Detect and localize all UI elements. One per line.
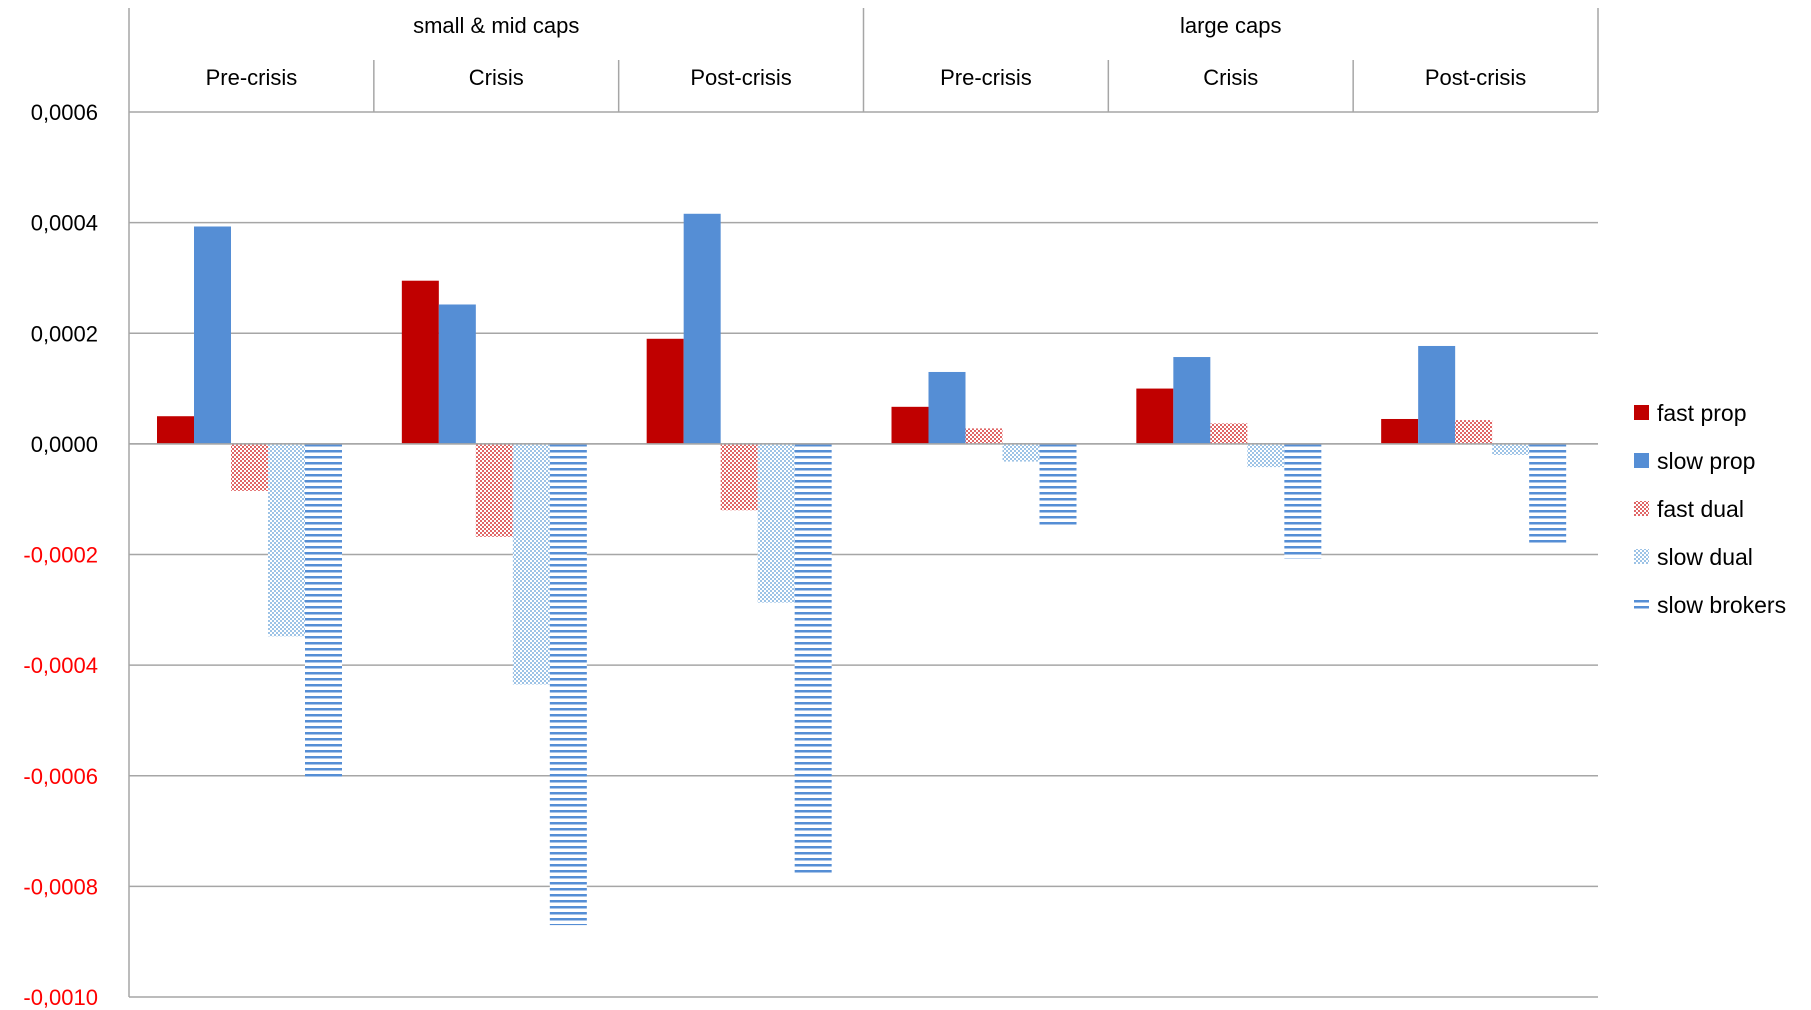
y-tick-label: -0,0010: [23, 985, 98, 1010]
gridlines: [129, 111, 1598, 998]
legend-swatch-fast-dual: [1634, 501, 1649, 516]
bar-slow-brokers: [305, 443, 342, 779]
bar-fast-prop: [646, 338, 684, 444]
period-label: Pre-crisis: [940, 65, 1032, 90]
bar-fast-dual: [475, 443, 513, 537]
bar-fast-dual: [1210, 423, 1248, 444]
y-tick-label: -0,0004: [23, 653, 98, 678]
bar-slow-dual: [1247, 443, 1285, 468]
bar-fast-dual: [231, 443, 268, 491]
legend-swatch-slow-brokers: [1634, 597, 1649, 612]
legend-label-slow-prop: slow prop: [1657, 448, 1755, 474]
y-tick-label: -0,0008: [23, 874, 98, 899]
bar-slow-prop: [928, 371, 966, 444]
bars: [129, 213, 1598, 926]
period-label: Crisis: [1203, 65, 1258, 90]
y-tick-label: 0,0006: [31, 100, 98, 125]
bar-slow-brokers: [1039, 443, 1077, 527]
legend-label-fast-dual: fast dual: [1657, 496, 1744, 522]
bar-fast-prop: [1381, 418, 1419, 444]
period-label: Post-crisis: [690, 65, 791, 90]
bar-fast-dual: [965, 428, 1003, 444]
y-tick-label: 0,0000: [31, 432, 98, 457]
legend-swatch-slow-dual: [1634, 549, 1649, 564]
bar-fast-dual: [720, 443, 758, 511]
bar-slow-prop: [194, 226, 231, 444]
group-label: large caps: [1180, 13, 1282, 38]
bar-slow-dual: [1002, 443, 1040, 462]
bar-fast-prop: [891, 406, 929, 444]
bar-fast-dual: [1455, 420, 1493, 444]
y-tick-label: -0,0006: [23, 764, 98, 789]
bar-slow-dual: [512, 443, 550, 685]
y-axis: 0,0006 0,0004 0,0002 0,0000 -0,0002 -0,0004 -0…: [23, 8, 130, 1010]
legend-swatch-fast-prop: [1634, 405, 1649, 420]
bar-slow-brokers: [1284, 443, 1322, 559]
bar-fast-prop: [1136, 388, 1174, 444]
legend-label-slow-dual: slow dual: [1657, 544, 1753, 570]
y-tick-label: -0,0002: [23, 543, 98, 568]
period-label: Pre-crisis: [206, 65, 298, 90]
bar-slow-dual: [757, 443, 795, 603]
legend-label-slow-brokers: slow brokers: [1657, 592, 1786, 618]
period-label: Post-crisis: [1425, 65, 1526, 90]
bar-fast-prop: [401, 280, 439, 444]
bar-slow-prop: [683, 213, 721, 444]
y-tick-label: 0,0002: [31, 321, 98, 346]
legend-label-fast-prop: fast prop: [1657, 400, 1747, 426]
y-tick-label: 0,0004: [31, 211, 98, 236]
bar-fast-prop: [157, 416, 194, 444]
bar-slow-brokers: [1529, 443, 1567, 545]
bar-slow-dual: [268, 443, 305, 637]
bar-slow-prop: [438, 304, 476, 444]
legend: fast prop slow prop fast dual slow dual slow…: [1634, 400, 1786, 618]
bar-slow-dual: [1492, 443, 1530, 455]
legend-swatch-slow-prop: [1634, 453, 1649, 468]
bar-slow-brokers: [549, 443, 587, 926]
group-label: small & mid caps: [413, 13, 579, 38]
bar-slow-prop: [1173, 357, 1211, 444]
bar-slow-prop: [1418, 345, 1456, 444]
category-header: small & mid caps Pre-crisis Crisis Post-cri…: [206, 8, 1599, 112]
bar-slow-brokers: [794, 443, 832, 875]
period-label: Crisis: [469, 65, 524, 90]
